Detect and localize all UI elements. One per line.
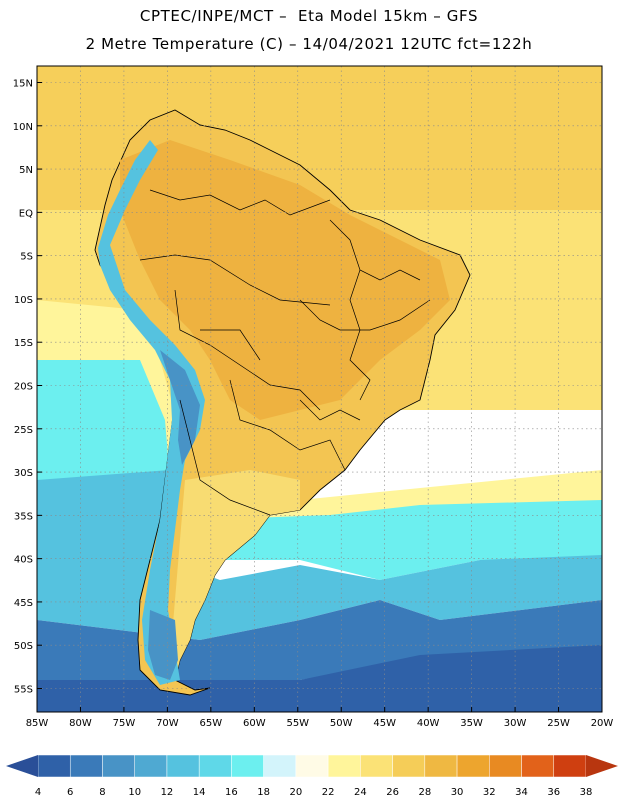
lon-label: 75W bbox=[113, 718, 136, 729]
lon-label: 65W bbox=[200, 718, 223, 729]
ocean-south-coldest bbox=[37, 645, 602, 712]
colorbar-swatch bbox=[198, 754, 232, 778]
colorbar-under-arrow bbox=[6, 755, 38, 777]
colorbar-swatch bbox=[263, 754, 297, 778]
tropical-core bbox=[120, 140, 450, 420]
map-field bbox=[37, 66, 602, 712]
colorbar-label: 34 bbox=[515, 787, 528, 798]
colorbar-swatch bbox=[456, 754, 490, 778]
lon-label: 35W bbox=[460, 718, 483, 729]
colorbar-swatch bbox=[424, 754, 458, 778]
colorbar-label: 26 bbox=[386, 787, 399, 798]
lat-label: 15S bbox=[14, 338, 33, 349]
lat-label: 35S bbox=[14, 511, 33, 522]
lat-label: 30S bbox=[14, 468, 33, 479]
lat-label: 10N bbox=[13, 122, 33, 133]
lon-label: 85W bbox=[26, 718, 49, 729]
colorbar-swatch bbox=[521, 754, 555, 778]
southern-mild-land bbox=[170, 470, 300, 680]
longitude-labels: 85W 80W 75W 70W 65W 60W 55W 50W 45W 40W 35W 30W 25W 2… bbox=[26, 707, 614, 729]
colorbar-label: 4 bbox=[35, 787, 41, 798]
colorbar: 4 6 8 10 12 14 16 18 20 22 24 26 28 30 32 34 36 38 bbox=[6, 754, 618, 798]
map-frame bbox=[36, 65, 603, 713]
lon-label: 70W bbox=[156, 718, 179, 729]
map-title-line-1: CPTEC/INPE/MCT – Eta Model 15km – GFS bbox=[139, 7, 479, 25]
colorbar-label: 38 bbox=[580, 787, 593, 798]
colorbar-label: 8 bbox=[99, 787, 105, 798]
latitude-labels: 15N 10N 5N EQ 5S 10S 15S 20S 25S 30S 35S 40S 45S 50S 5… bbox=[13, 79, 42, 696]
colorbar-swatch bbox=[327, 754, 361, 778]
colorbar-label: 28 bbox=[418, 787, 431, 798]
lat-label: 10S bbox=[14, 295, 33, 306]
lon-label: 30W bbox=[504, 718, 527, 729]
colorbar-label: 16 bbox=[225, 787, 238, 798]
lon-label: 50W bbox=[330, 718, 353, 729]
colorbar-swatch bbox=[392, 754, 426, 778]
country-borders bbox=[139, 189, 431, 516]
colorbar-swatch bbox=[231, 754, 264, 778]
lat-label: EQ bbox=[19, 208, 33, 219]
lon-label: 20W bbox=[591, 718, 614, 729]
colorbar-label: 6 bbox=[67, 787, 73, 798]
colorbar-swatch bbox=[134, 754, 168, 778]
colorbar-label: 36 bbox=[547, 787, 560, 798]
lat-label: 15N bbox=[13, 79, 33, 90]
lon-label: 45W bbox=[373, 718, 396, 729]
lon-label: 60W bbox=[243, 718, 266, 729]
map-title-line-2: 2 Metre Temperature (C) – 14/04/2021 12U… bbox=[85, 35, 533, 53]
colorbar-label: 24 bbox=[354, 787, 367, 798]
andes-colder bbox=[148, 350, 200, 680]
colorbar-swatch bbox=[553, 754, 587, 778]
lon-label: 25W bbox=[547, 718, 570, 729]
colorbar-label: 32 bbox=[483, 787, 496, 798]
colorbar-swatch bbox=[102, 754, 135, 778]
colorbar-label: 18 bbox=[257, 787, 270, 798]
colorbar-over-arrow bbox=[586, 755, 618, 777]
lat-label: 5S bbox=[20, 252, 33, 263]
lat-label: 25S bbox=[14, 425, 33, 436]
lon-label: 55W bbox=[286, 718, 309, 729]
colorbar-swatch bbox=[489, 754, 522, 778]
colorbar-swatch bbox=[360, 754, 393, 778]
colorbar-label: 14 bbox=[193, 787, 206, 798]
colorbar-label: 12 bbox=[161, 787, 174, 798]
colorbar-swatch bbox=[166, 754, 200, 778]
lon-label: 80W bbox=[69, 718, 92, 729]
colorbar-label: 30 bbox=[451, 787, 464, 798]
colorbar-swatch bbox=[295, 754, 329, 778]
colorbar-label: 10 bbox=[128, 787, 141, 798]
colorbar-swatch bbox=[69, 754, 103, 778]
colorbar-label: 22 bbox=[322, 787, 335, 798]
lon-label: 40W bbox=[417, 718, 440, 729]
ocean-west-cool bbox=[37, 360, 170, 480]
colorbar-label: 20 bbox=[290, 787, 303, 798]
colorbar-swatch bbox=[37, 754, 71, 778]
lat-label: 20S bbox=[14, 382, 33, 393]
lat-label: 50S bbox=[14, 641, 33, 652]
ocean-west-colder bbox=[37, 470, 170, 560]
lat-label: 45S bbox=[14, 598, 33, 609]
lat-label: 40S bbox=[14, 555, 33, 566]
lat-label: 5N bbox=[19, 165, 33, 176]
lat-label: 55S bbox=[14, 685, 33, 696]
